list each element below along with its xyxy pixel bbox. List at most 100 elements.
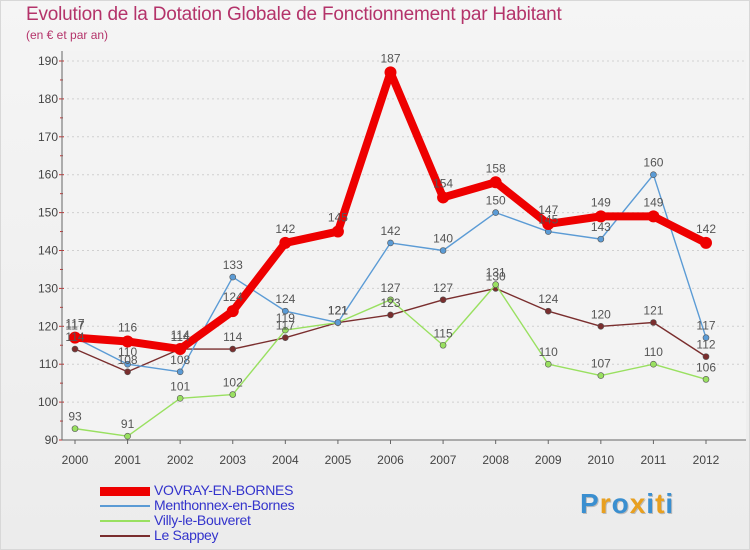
data-label: 142 xyxy=(696,222,716,236)
legend-label: Villy-le-Bouveret xyxy=(154,512,251,528)
data-label: 108 xyxy=(118,353,138,367)
data-label: 119 xyxy=(276,311,295,325)
data-point xyxy=(492,281,499,288)
y-tick-label: 100 xyxy=(38,395,58,409)
data-point xyxy=(650,171,657,178)
x-tick-label: 2012 xyxy=(693,453,720,467)
data-point xyxy=(334,319,342,326)
data-point xyxy=(650,319,657,326)
data-label: 131 xyxy=(486,266,506,280)
data-point xyxy=(597,372,605,379)
x-tick-label: 2002 xyxy=(167,453,194,467)
data-point xyxy=(702,376,710,383)
y-tick-label: 180 xyxy=(38,92,58,106)
data-point xyxy=(387,296,394,304)
data-label: 114 xyxy=(65,330,84,344)
x-tick-label: 2011 xyxy=(641,453,667,467)
data-point xyxy=(650,360,657,368)
data-label: 124 xyxy=(538,292,558,306)
data-point xyxy=(489,176,502,189)
data-label: 110 xyxy=(644,345,663,359)
data-label: 130 xyxy=(486,269,506,283)
y-tick-label: 120 xyxy=(38,319,58,333)
logo-letter: o xyxy=(611,488,630,519)
data-point xyxy=(702,334,710,341)
data-label: 150 xyxy=(486,194,506,208)
data-label: 117 xyxy=(65,317,84,331)
legend-label: Menthonnex-en-Bornes xyxy=(154,497,295,513)
data-label: 121 xyxy=(328,304,348,318)
data-point xyxy=(176,368,184,376)
data-label: 187 xyxy=(380,51,400,65)
data-point xyxy=(647,210,660,223)
y-tick-label: 160 xyxy=(38,168,58,182)
x-tick-label: 2003 xyxy=(219,453,246,467)
legend-label: Le Sappey xyxy=(154,527,219,543)
data-label: 108 xyxy=(170,353,190,367)
data-label: 121 xyxy=(328,304,348,318)
data-label: 149 xyxy=(643,195,663,209)
data-point xyxy=(282,326,289,334)
data-point xyxy=(702,353,710,360)
data-label: 133 xyxy=(223,258,243,272)
y-tick-label: 150 xyxy=(38,206,58,220)
data-point xyxy=(331,225,344,238)
data-label: 160 xyxy=(643,156,663,170)
data-label: 124 xyxy=(223,290,243,304)
data-label: 117 xyxy=(276,319,295,333)
data-label: 107 xyxy=(591,357,611,371)
data-point xyxy=(229,273,237,281)
data-point xyxy=(544,360,552,368)
data-label: 110 xyxy=(118,345,137,359)
data-label: 117 xyxy=(696,319,715,333)
data-point xyxy=(226,305,239,318)
chart-subtitle: (en € et par an) xyxy=(26,28,109,42)
y-tick-label: 170 xyxy=(38,130,58,144)
data-point xyxy=(439,296,447,304)
data-point xyxy=(597,322,605,330)
data-point xyxy=(229,391,237,398)
logo-letter: P xyxy=(580,488,600,519)
logo-letter: i xyxy=(646,488,656,519)
chart-title: Evolution de la Dotation Globale de Fonc… xyxy=(26,4,562,25)
data-point xyxy=(387,239,394,247)
logo-letter: x xyxy=(629,488,647,519)
data-point xyxy=(124,432,131,440)
legend-swatch xyxy=(100,535,150,537)
data-label: 140 xyxy=(433,232,453,246)
data-label: 147 xyxy=(538,203,558,217)
data-point xyxy=(124,360,131,368)
data-label: 120 xyxy=(591,307,611,321)
x-tick-label: 2009 xyxy=(535,453,562,467)
data-point xyxy=(124,368,131,376)
data-label: 117 xyxy=(65,319,84,333)
x-tick-label: 2007 xyxy=(430,453,457,467)
x-tick-label: 2004 xyxy=(272,453,299,467)
x-tick-label: 2000 xyxy=(62,453,89,467)
data-point xyxy=(492,209,499,216)
proxiti-logo: Proxiti xyxy=(580,488,674,520)
data-point xyxy=(282,334,289,341)
data-label: 91 xyxy=(121,417,135,431)
data-point xyxy=(544,307,552,315)
data-label: 102 xyxy=(223,376,243,390)
data-point xyxy=(279,236,292,249)
x-tick-label: 2005 xyxy=(325,453,352,467)
logo-letter: t xyxy=(655,488,666,519)
line-chart: 90 100 110 120 130 140 150 160 170 180 190 2000 2001… xyxy=(38,51,746,467)
x-tick-label: 2010 xyxy=(587,453,614,467)
data-point xyxy=(174,343,187,356)
data-label: 114 xyxy=(171,328,190,342)
data-label: 143 xyxy=(591,220,611,234)
data-point xyxy=(387,311,394,319)
data-label: 145 xyxy=(328,211,348,225)
data-label: 121 xyxy=(328,304,348,318)
logo-letter: i xyxy=(665,488,675,519)
legend-swatch xyxy=(100,505,150,507)
data-point xyxy=(176,395,184,402)
data-point xyxy=(542,217,555,230)
legend-label: VOVRAY-EN-BORNES xyxy=(154,482,294,498)
data-label: 114 xyxy=(171,330,190,344)
data-label: 127 xyxy=(433,281,453,295)
data-label: 127 xyxy=(380,281,400,295)
